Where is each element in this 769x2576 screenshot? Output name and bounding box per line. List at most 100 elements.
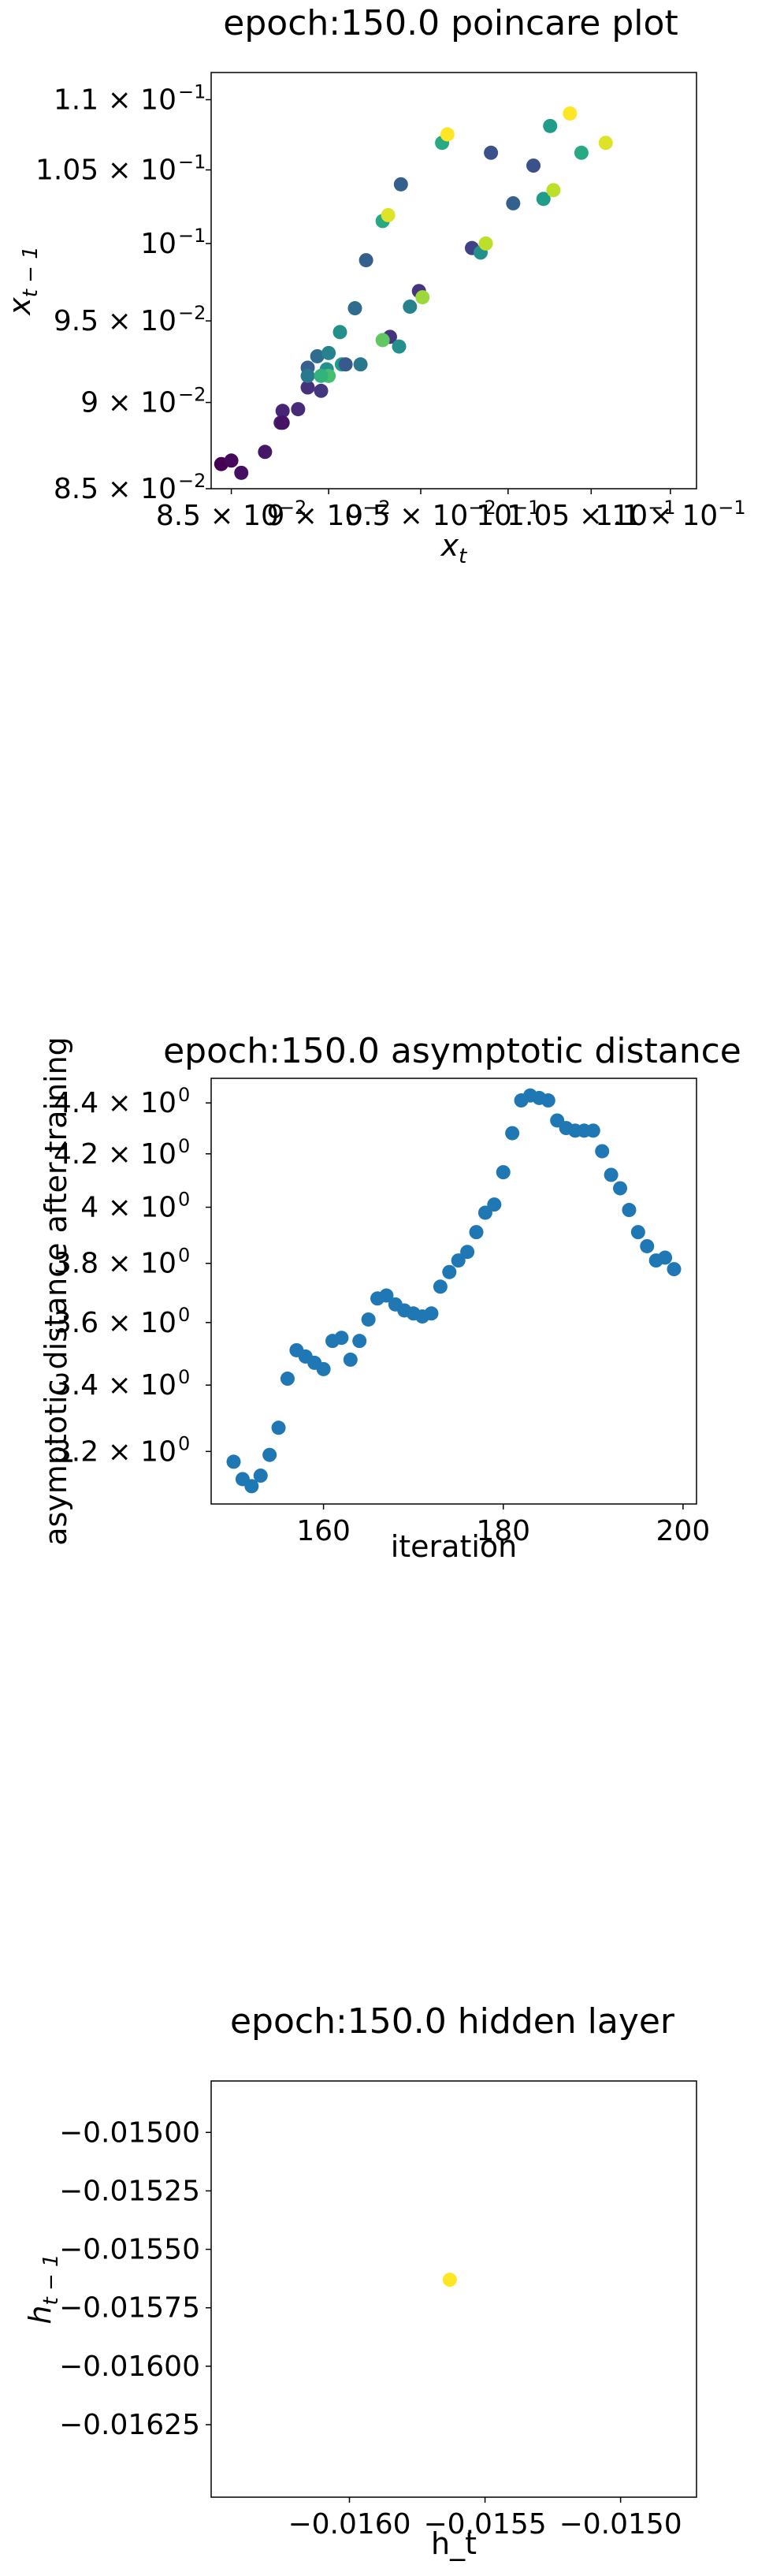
scatter-point: [310, 348, 325, 363]
x-tick-label: 200: [656, 1515, 711, 1547]
scatter-point: [226, 1454, 241, 1469]
scatter-point: [477, 1205, 492, 1220]
scatter-point: [487, 1197, 502, 1212]
y-tick-label: 9 × 10: [80, 387, 176, 419]
y-tick-exponent: 0: [178, 1189, 190, 1211]
x-axis-ticks: −0.0160 −0.0155 −0.0150: [288, 2497, 682, 2541]
y-tick-exponent: −1: [178, 151, 206, 173]
x-tick-label: 1.1 × 10−1: [595, 497, 746, 532]
scatter-point: [314, 383, 329, 398]
y-tick-exponent: −2: [178, 302, 206, 324]
x-tick-label: 180: [476, 1515, 530, 1547]
scatter-point: [314, 368, 329, 383]
x-tick-label: 8.5 × 10−2: [156, 497, 307, 532]
y-tick-exponent: 0: [178, 1304, 190, 1326]
y-tick-label: −0.01600: [59, 2351, 200, 2383]
scatter-point: [433, 1279, 448, 1294]
y-tick-label: 8.5 × 10: [54, 473, 176, 505]
scatter-point: [353, 357, 368, 372]
scatter-point: [393, 177, 408, 192]
scatter-points: [226, 1088, 682, 1494]
poincare-plot-chart: epoch:150.0 poincare plot 8.5 × 10−29 × …: [2, 3, 746, 568]
scatter-point: [658, 1250, 673, 1265]
scatter-point: [622, 1203, 637, 1218]
x-axis-label: xt: [440, 528, 468, 568]
x-tick-label: 9 × 10−2: [267, 497, 391, 532]
scatter-point: [506, 195, 521, 210]
scatter-point: [526, 158, 541, 173]
y-tick-label: −0.01550: [59, 2234, 200, 2266]
scatter-point: [316, 1361, 331, 1376]
y-tick-exponent: −2: [178, 470, 206, 492]
scatter-point: [478, 236, 493, 251]
y-tick-label: −0.01500: [59, 2116, 200, 2149]
x-tick-label: 9.5 × 10−2: [345, 497, 496, 532]
scatter-point: [415, 290, 430, 305]
y-tick-label: −0.01625: [59, 2409, 200, 2441]
scatter-point: [541, 1093, 555, 1108]
scatter-point: [334, 1331, 349, 1346]
scatter-point: [224, 453, 239, 468]
y-tick-label: 9.5 × 10: [54, 305, 176, 337]
chart-title: epoch:150.0 poincare plot: [223, 3, 678, 43]
y-tick-label: 4 × 10: [80, 1192, 176, 1224]
chart-title: epoch:150.0 hidden layer: [230, 2001, 675, 2042]
scatter-points: [214, 106, 613, 480]
scatter-point: [442, 2273, 457, 2288]
scatter-point: [343, 1352, 358, 1367]
scatter-point: [613, 1181, 628, 1196]
scatter-point: [460, 1245, 475, 1260]
scatter-point: [640, 1238, 655, 1253]
y-axis-ticks: 8.5 × 10 −29 × 10 −29.5 × 10 −210 −11.05 × 1…: [35, 80, 211, 505]
x-tick-label: −0.0155: [424, 2508, 547, 2541]
scatter-point: [484, 145, 499, 160]
y-tick-exponent: 0: [178, 1432, 190, 1454]
y-tick-exponent: 0: [178, 1366, 190, 1388]
scatter-point: [338, 357, 353, 372]
scatter-point: [275, 415, 290, 430]
y-tick-label: −0.01575: [59, 2292, 200, 2325]
scatter-point: [253, 1469, 268, 1483]
scatter-point: [630, 1225, 645, 1240]
plot-frame: [210, 1078, 697, 1505]
scatter-point: [291, 402, 306, 417]
x-tick-label: −0.0150: [559, 2508, 682, 2541]
scatter-point: [379, 1288, 394, 1303]
y-axis-label: ht − 1: [23, 2254, 63, 2324]
scatter-point: [300, 380, 315, 395]
y-tick-label: 3.8 × 10: [54, 1248, 176, 1280]
x-tick-label: 160: [296, 1515, 351, 1547]
plot-frame: [210, 2080, 697, 2498]
scatter-point: [667, 1262, 682, 1277]
scatter-point: [469, 1225, 484, 1240]
x-tick-label: 1.05 × 10−1: [507, 497, 675, 532]
scatter-point: [392, 339, 407, 354]
x-tick-label: 10−1: [476, 497, 540, 532]
scatter-point: [321, 345, 336, 360]
y-axis-label: xt − 1: [2, 246, 43, 316]
scatter-point: [403, 300, 418, 315]
scatter-point: [280, 1372, 295, 1387]
y-tick-exponent: −1: [178, 225, 206, 247]
x-tick-label: −0.0160: [288, 2508, 411, 2541]
chart-title: epoch:150.0 asymptotic distance: [163, 1031, 741, 1071]
y-axis-ticks: 3.2 × 10 03.4 × 10 03.6 × 10 03.8 × 10 04 × …: [54, 1084, 211, 1468]
scatter-point: [381, 207, 396, 222]
scatter-point: [505, 1126, 520, 1141]
hidden-layer-chart: epoch:150.0 hidden layer −0.0160 −0.0155−…: [23, 2001, 697, 2561]
scatter-point: [244, 1479, 259, 1494]
scatter-point: [262, 1447, 277, 1462]
y-tick-label: 3.2 × 10: [54, 1435, 176, 1468]
scatter-point: [352, 1334, 367, 1349]
scatter-point: [442, 1264, 457, 1279]
scatter-point: [275, 404, 290, 419]
scatter-point: [496, 1165, 511, 1180]
scatter-point: [234, 465, 249, 480]
scatter-point: [546, 183, 561, 198]
scatter-point: [347, 301, 362, 316]
y-tick-label: 1.1 × 10: [54, 84, 176, 116]
y-tick-exponent: 0: [178, 1135, 190, 1157]
x-axis-ticks: 8.5 × 10−29 × 10−29.5 × 10−210−11.05 × 1…: [156, 489, 746, 532]
y-tick-label: 4.4 × 10: [54, 1087, 176, 1119]
scatter-point: [451, 1253, 466, 1268]
